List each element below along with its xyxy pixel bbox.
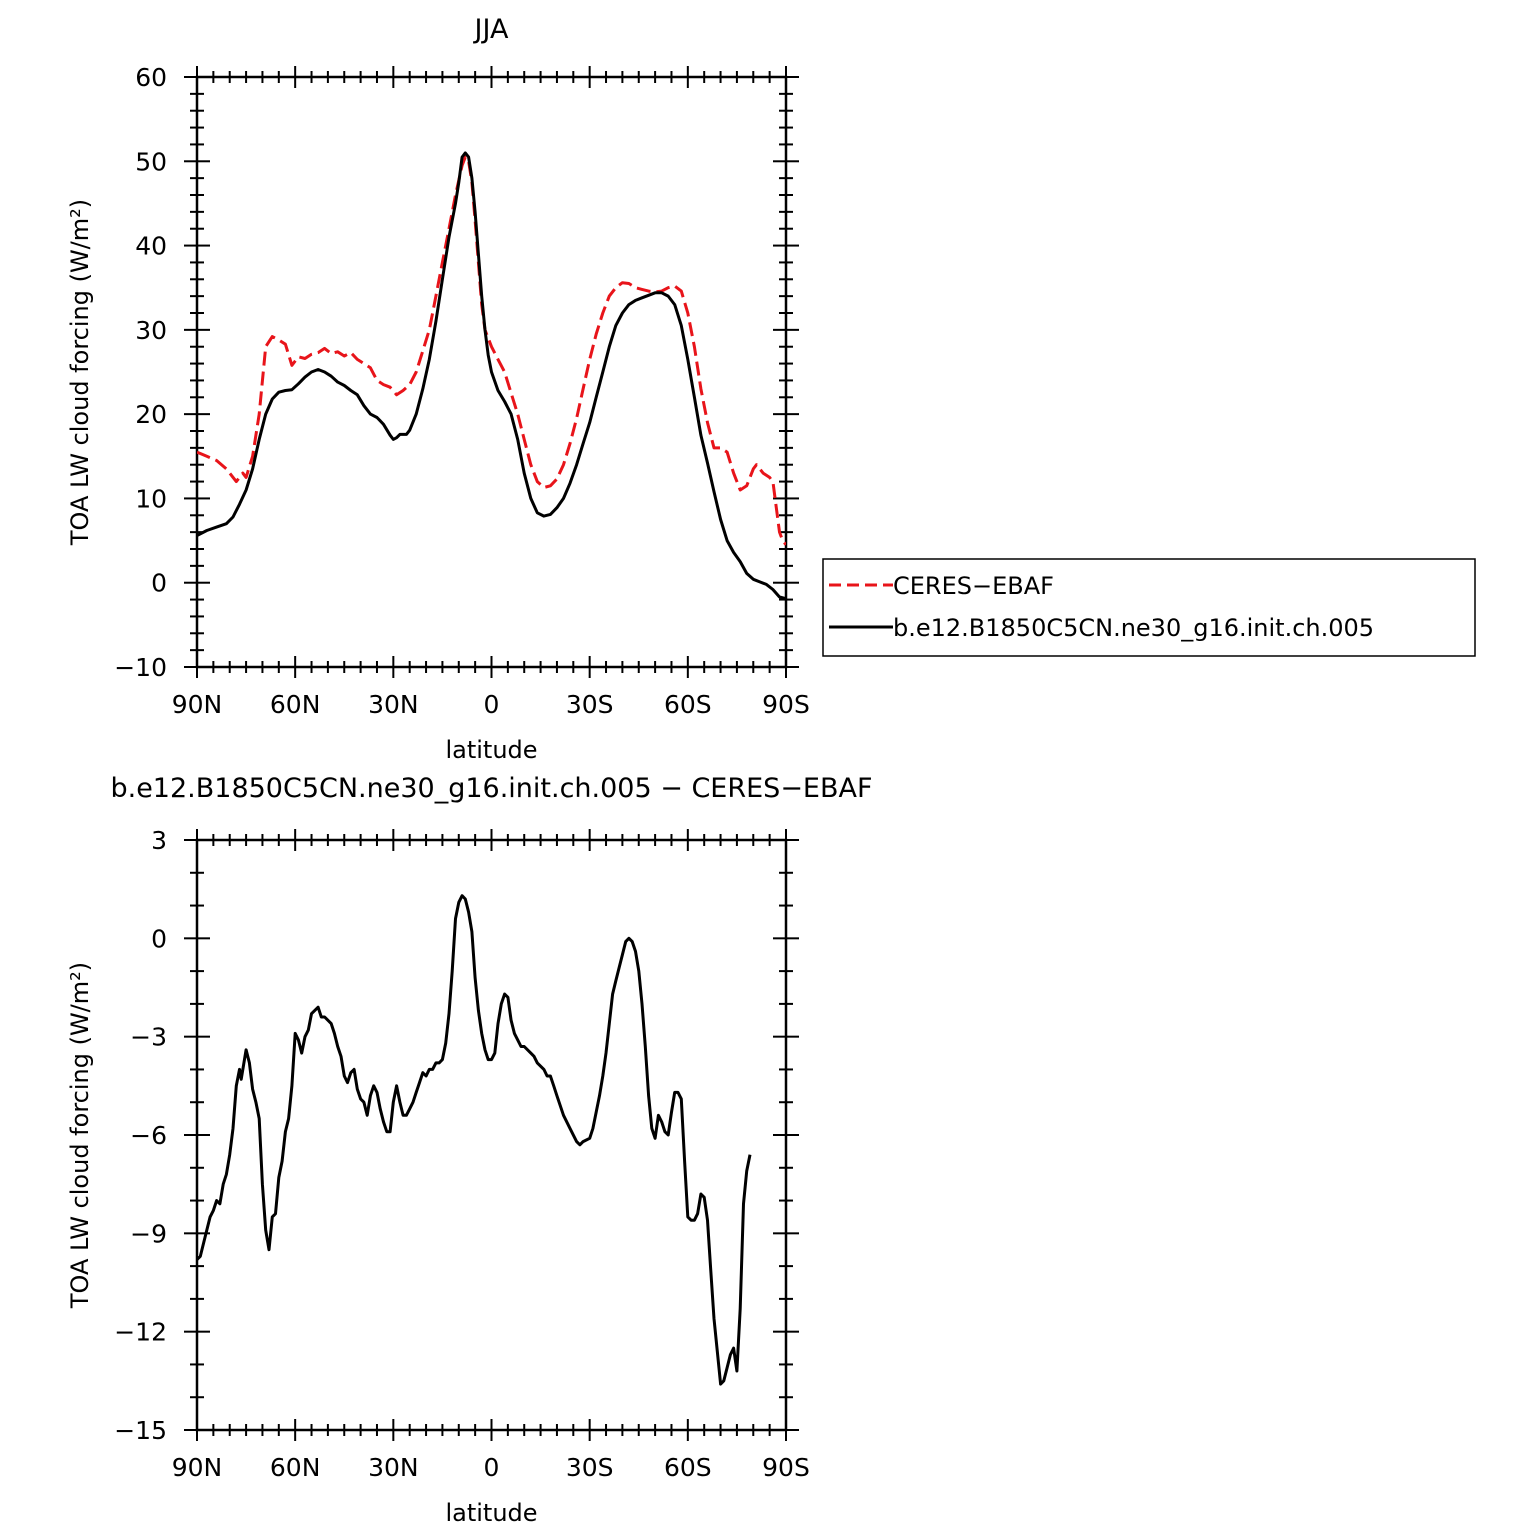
x-tick-label: 30S: [566, 690, 614, 719]
x-tick-label: 30N: [368, 690, 419, 719]
series-line-1: [197, 155, 786, 546]
x-tick-label: 90S: [762, 690, 810, 719]
y-tick-label: 10: [135, 484, 167, 513]
y-axis-label: TOA LW cloud forcing (W/m²): [66, 962, 94, 1309]
x-tick-label: 0: [484, 690, 500, 719]
series-line-1: [197, 894, 752, 1386]
chart-title: b.e12.B1850C5CN.ne30_g16.init.ch.005 − C…: [110, 773, 872, 804]
x-tick-label: 90N: [172, 690, 223, 719]
x-tick-label: 90S: [762, 1453, 810, 1482]
x-tick-label: 90N: [172, 1453, 223, 1482]
y-tick-label: −9: [130, 1219, 167, 1248]
x-tick-label: 30N: [368, 1453, 419, 1482]
x-tick-label: 60N: [270, 690, 321, 719]
series-line-2: [197, 151, 786, 601]
x-axis-label: latitude: [445, 736, 537, 764]
top-chart: JJA 90N 60N 30N 0 30S 60S 90S 60 50 40 30 20 10 0 −10 la…: [66, 14, 810, 764]
x-tick-label: 60N: [270, 1453, 321, 1482]
y-tick-label: 30: [135, 316, 167, 345]
y-axis-label: TOA LW cloud forcing (W/m²): [66, 199, 94, 546]
y-tick-label: 60: [135, 63, 167, 92]
chart-title: JJA: [473, 14, 509, 45]
y-tick-label: −12: [114, 1318, 167, 1347]
legend-label-2: b.e12.B1850C5CN.ne30_g16.init.ch.005: [893, 614, 1374, 642]
x-tick-label: 60S: [664, 690, 712, 719]
x-tick-label: 30S: [566, 1453, 614, 1482]
y-tick-label: 0: [151, 924, 167, 953]
bottom-chart: b.e12.B1850C5CN.ne30_g16.init.ch.005 − C…: [66, 773, 873, 1527]
x-axis-label: latitude: [445, 1499, 537, 1527]
y-tick-label: −3: [130, 1023, 167, 1052]
y-tick-label: 20: [135, 400, 167, 429]
x-tick-label: 0: [484, 1453, 500, 1482]
legend-label-1: CERES−EBAF: [893, 572, 1054, 600]
y-tick-label: 40: [135, 232, 167, 261]
x-tick-label: 60S: [664, 1453, 712, 1482]
y-tick-label: 0: [151, 569, 167, 598]
y-tick-label: 50: [135, 147, 167, 176]
y-tick-label: −6: [130, 1121, 167, 1150]
legend-box: [822, 558, 1476, 657]
y-tick-label: −10: [114, 653, 167, 682]
legend: CERES−EBAF b.e12.B1850C5CN.ne30_g16.init.…: [822, 558, 1476, 657]
y-tick-label: −15: [114, 1416, 167, 1445]
y-tick-label: 3: [151, 826, 167, 855]
